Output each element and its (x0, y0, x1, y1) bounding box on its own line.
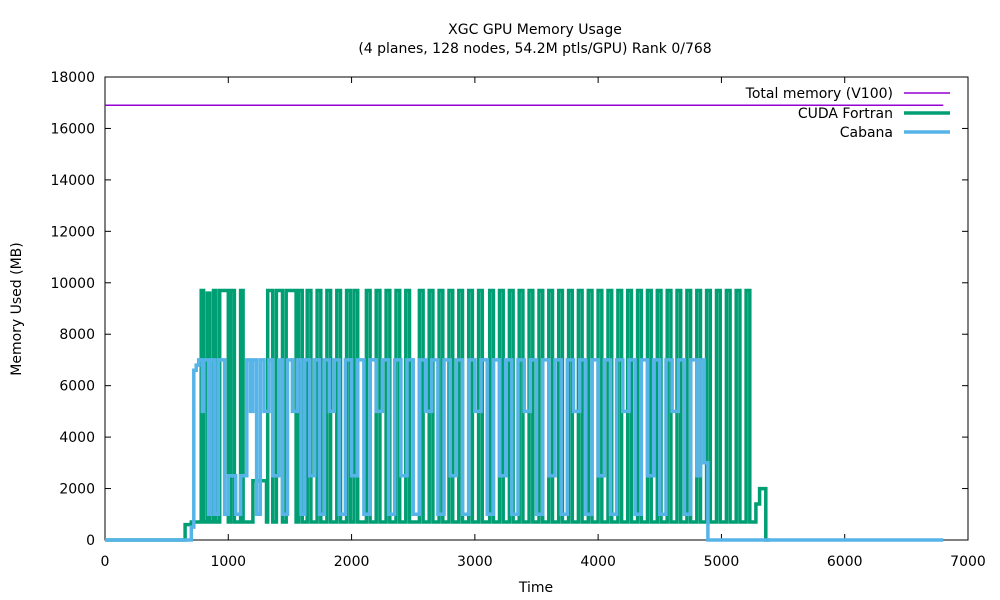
y-tick-label: 8000 (59, 327, 95, 343)
x-tick-label: 3000 (457, 554, 493, 570)
plot-frame (104, 76, 969, 541)
y-tick-label: 14000 (50, 173, 95, 189)
x-tick-label: 0 (101, 554, 110, 570)
y-tick-label: 12000 (50, 224, 95, 240)
chart-title: XGC GPU Memory Usage (448, 22, 622, 38)
series-line-cuda-fortran (105, 288, 770, 542)
x-tick-label: 5000 (704, 554, 740, 570)
y-tick-label: 4000 (59, 430, 95, 446)
x-tick-label: 7000 (950, 554, 986, 570)
legend-label-total-memory: Total memory (V100) (745, 86, 893, 102)
chart-subtitle: (4 planes, 128 nodes, 54.2M ptls/GPU) Ra… (358, 41, 711, 57)
series-layer (105, 104, 944, 542)
x-axis-label: Time (518, 580, 553, 596)
y-tick-label: 6000 (59, 379, 95, 395)
x-tick-label: 6000 (827, 554, 863, 570)
legend-label-cabana: Cabana (840, 125, 893, 141)
legend: Total memory (V100) CUDA Fortran Cabana (745, 86, 950, 141)
y-axis-label: Memory Used (MB) (9, 242, 25, 376)
y-tick-label: 2000 (59, 482, 95, 498)
y-tick-label: 10000 (50, 276, 95, 292)
series-line-cabana (105, 358, 944, 542)
y-tick-label: 18000 (50, 70, 95, 86)
x-axis: 0 1000 2000 3000 4000 5000 6000 7000 (101, 77, 986, 570)
legend-label-cuda-fortran: CUDA Fortran (798, 106, 893, 122)
x-tick-label: 2000 (334, 554, 370, 570)
x-tick-label: 1000 (210, 554, 246, 570)
x-tick-label: 4000 (580, 554, 616, 570)
y-axis: 0 2000 4000 6000 8000 10000 12000 14000 16000 180… (50, 70, 968, 549)
y-tick-label: 16000 (50, 121, 95, 137)
y-tick-label: 0 (86, 533, 95, 549)
